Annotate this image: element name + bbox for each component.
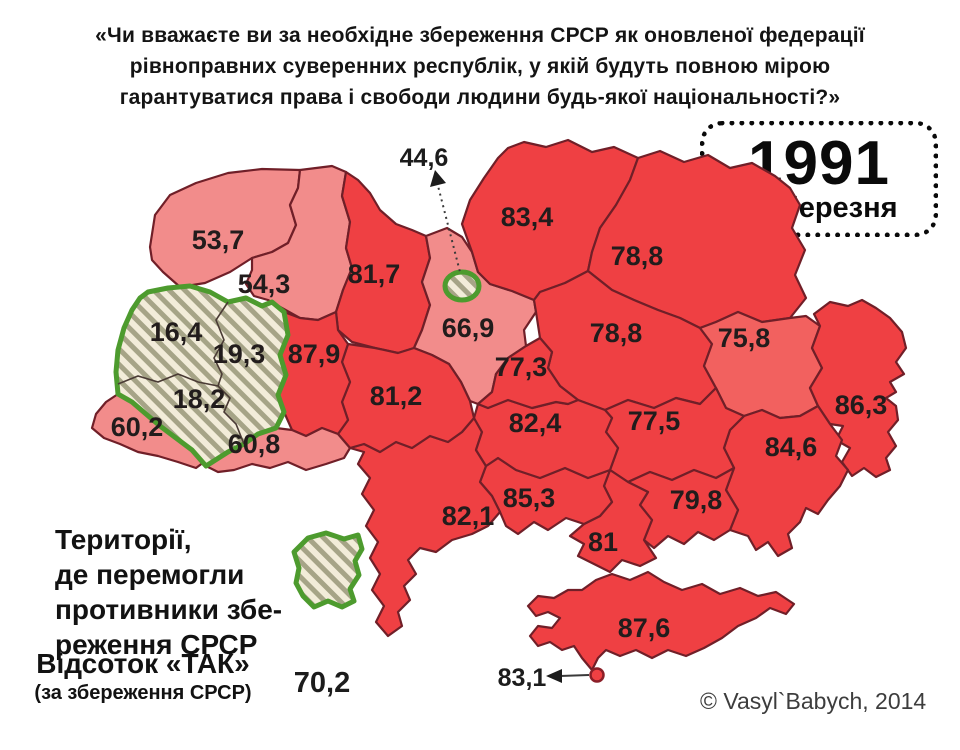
- sevastopol-marker: [589, 667, 605, 683]
- label-cherkasy: 77,3: [495, 352, 548, 382]
- border-lviv-ternopil: [213, 301, 229, 387]
- border-lviv-ivano-frankivsk: [117, 373, 219, 387]
- label-ternopil: 19,3: [213, 339, 266, 369]
- region-crimea: [526, 570, 796, 672]
- sevastopol-arrowhead-icon: [546, 669, 562, 683]
- label-luhansk: 86,3: [835, 390, 888, 420]
- label-total-yes: 70,2: [294, 667, 350, 699]
- label-kherson: 81: [588, 527, 618, 557]
- label-kyiv-oblast: 66,9: [442, 313, 495, 343]
- label-poltava: 78,8: [590, 318, 643, 348]
- label-kyiv-city: 44,6: [400, 144, 449, 172]
- label-lviv: 16,4: [150, 317, 203, 347]
- legend-percent-subtitle: (за збереження СРСР): [34, 682, 252, 704]
- label-donetsk: 84,6: [765, 432, 818, 462]
- label-mykolaiv: 85,3: [503, 483, 556, 513]
- label-vinnytsia: 81,2: [370, 381, 423, 411]
- border-ternopil-ivano-frankivsk: [217, 385, 245, 445]
- kyiv-arrowhead-icon: [430, 170, 446, 187]
- kyiv-city-marker: [442, 269, 482, 303]
- region-cherkasy: [476, 336, 580, 410]
- label-chernivtsi: 60,8: [228, 429, 281, 459]
- region-donetsk: [722, 404, 850, 558]
- label-kirovohrad: 82,4: [509, 408, 562, 438]
- question-line-3: гарантуватися права і свободи людини буд…: [119, 86, 841, 109]
- legend-territories-note: Території, де перемогли противники збе- …: [55, 524, 283, 660]
- label-odesa: 82,1: [442, 501, 495, 531]
- question-line-2: рівноправних суверенних республік, у які…: [129, 55, 831, 78]
- region-galicia-hatched-block: [113, 283, 291, 469]
- label-ivano-frankivsk: 18,2: [173, 384, 226, 414]
- label-sumy: 78,8: [611, 241, 664, 271]
- label-zaporizhzhia: 79,8: [670, 485, 723, 515]
- label-dnipropetrovsk: 77,5: [628, 406, 681, 436]
- legend-percent-heading: Відсоток «ТАК»: [36, 648, 250, 679]
- label-kharkiv: 75,8: [718, 323, 771, 353]
- label-khmelnytskyi: 87,9: [288, 339, 341, 369]
- sevastopol-arrow-line: [559, 674, 590, 677]
- copyright-note: © Vasyl`Babych, 2014: [700, 688, 927, 714]
- label-crimea: 87,6: [618, 613, 671, 643]
- referendum-question: «Чи вважаєте ви за необхідне збереження …: [20, 20, 940, 113]
- label-chernihiv: 83,4: [501, 202, 554, 232]
- legend-percent-block: Відсоток «ТАК» (за збереження СРСР): [18, 648, 268, 706]
- label-volyn: 53,7: [192, 225, 245, 255]
- question-line-1: «Чи вважаєте ви за необхідне збереження …: [95, 24, 865, 47]
- legend-hatch-swatch: [291, 530, 365, 610]
- label-rivne: 54,3: [238, 269, 291, 299]
- label-sevastopol: 83,1: [498, 664, 547, 692]
- label-zakarpattia: 60,2: [111, 412, 164, 442]
- label-zhytomyr: 81,7: [348, 259, 401, 289]
